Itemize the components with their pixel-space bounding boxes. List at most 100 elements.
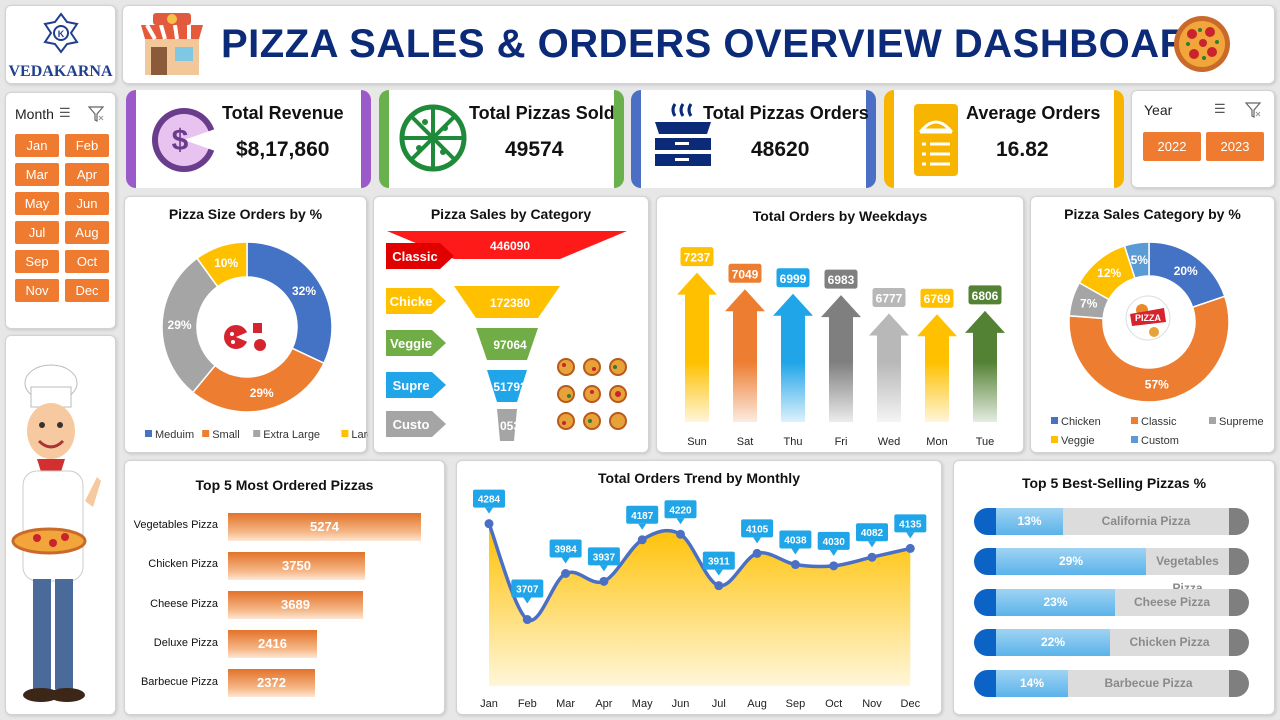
slice-label: 12% bbox=[1097, 266, 1121, 280]
trend-value-box bbox=[626, 505, 659, 524]
legend-label: Extra Large bbox=[263, 429, 320, 441]
trend-axis-label: Sep bbox=[786, 698, 806, 710]
month-slicer: Month ☰ Jan Feb Mar Apr May Jun Jul Aug … bbox=[5, 92, 116, 329]
funnel-category-label: Classic bbox=[392, 249, 438, 264]
arrow-fade bbox=[965, 362, 1005, 422]
legend-label: Custom bbox=[1141, 435, 1179, 447]
arrow-fade bbox=[821, 362, 861, 422]
category-pct-card: Pizza Sales Category by % 20% 57% 7% 12% 5% … bbox=[1030, 196, 1275, 453]
trend-value-label: 4082 bbox=[861, 528, 884, 539]
title-bar: PIZZA SALES & ORDERS OVERVIEW DASHBOARD bbox=[122, 5, 1275, 84]
trend-axis-label: Apr bbox=[595, 698, 612, 710]
trend-value-label: 3984 bbox=[554, 545, 577, 556]
trend-value-label: 3707 bbox=[516, 585, 539, 596]
month-button-sep[interactable]: Sep bbox=[15, 250, 59, 273]
clear-filter-icon[interactable] bbox=[88, 106, 104, 122]
trend-value-box bbox=[702, 551, 735, 570]
month-button-aug[interactable]: Aug bbox=[65, 221, 109, 244]
arrow-fade bbox=[725, 362, 765, 422]
pizza-thumbnails bbox=[557, 358, 627, 430]
best-selling-row: 29% Vegetables Pizza bbox=[974, 548, 1249, 595]
month-button-nov[interactable]: Nov bbox=[15, 279, 59, 302]
slice-label: 32% bbox=[292, 284, 316, 298]
multi-select-icon[interactable]: ☰ bbox=[59, 105, 71, 120]
funnel-segment bbox=[487, 370, 527, 402]
trend-point bbox=[484, 519, 494, 529]
legend-label: Chicken bbox=[1061, 416, 1101, 428]
donut-slice bbox=[1068, 295, 1230, 403]
kpi-average-orders-label: Average Orders bbox=[966, 103, 1101, 123]
month-button-may[interactable]: May bbox=[15, 192, 59, 215]
weekday-value-box bbox=[871, 286, 907, 308]
trend-axis-label: May bbox=[632, 698, 653, 710]
trend-callout-pointer bbox=[676, 518, 685, 525]
legend-label: Small bbox=[212, 429, 240, 441]
logo-card: K VEDAKARNA bbox=[5, 5, 116, 84]
month-button-feb[interactable]: Feb bbox=[65, 134, 109, 157]
page-title: PIZZA SALES & ORDERS OVERVIEW DASHBOARD bbox=[221, 22, 1219, 66]
funnel-category-label: Veggie bbox=[390, 336, 432, 351]
funnel-category-tag bbox=[386, 288, 446, 314]
trend-value-box bbox=[511, 579, 544, 598]
weekday-value-box bbox=[823, 268, 859, 290]
arrow-fade bbox=[917, 362, 957, 422]
weekday-axis-label: Sat bbox=[737, 436, 754, 448]
size-orders-title: Pizza Size Orders by % bbox=[168, 206, 323, 222]
year-clear-filter-icon[interactable] bbox=[1245, 102, 1261, 118]
best-selling-row: 13% California Pizza bbox=[974, 508, 1249, 535]
slice-label: 10% bbox=[214, 256, 238, 270]
trend-point bbox=[522, 615, 532, 625]
best-selling-label: Cheese Pizza bbox=[1133, 595, 1211, 609]
weekday-axis-label: Fri bbox=[835, 436, 848, 448]
kpi-total-revenue-value: $8,17,860 bbox=[236, 138, 330, 161]
weekday-value-box bbox=[727, 262, 763, 284]
funnel-category-label: Custo bbox=[393, 417, 430, 432]
legend-label: Meduim bbox=[155, 429, 194, 441]
month-button-oct[interactable]: Oct bbox=[65, 250, 109, 273]
legend-label: Classic bbox=[1141, 416, 1177, 428]
legend-swatch bbox=[341, 430, 349, 437]
weekday-axis-label: Sun bbox=[687, 436, 707, 448]
year-button-2022[interactable]: 2022 bbox=[1143, 132, 1201, 161]
year-button-2023[interactable]: 2023 bbox=[1206, 132, 1264, 161]
weekday-axis-label: Thu bbox=[784, 436, 803, 448]
year-slicer-label: Year bbox=[1144, 102, 1173, 118]
top-ordered-bar: 3750 bbox=[228, 552, 365, 580]
weekday-value-label: 6806 bbox=[972, 289, 999, 303]
legend-swatch bbox=[1209, 417, 1216, 424]
category-pct-donut-chart: 20% 57% 7% 12% 5% PIZZA Chicken Classic Suprem… bbox=[1051, 241, 1264, 447]
weekday-value-box bbox=[919, 287, 955, 309]
funnel-category-tag bbox=[386, 243, 454, 269]
weekday-value-label: 6777 bbox=[876, 291, 903, 305]
best-selling-fill: 23% bbox=[996, 589, 1115, 616]
trend-callout-pointer bbox=[753, 537, 762, 544]
year-multi-select-icon[interactable]: ☰ bbox=[1214, 101, 1226, 116]
trend-callout-pointer bbox=[791, 548, 800, 555]
month-button-apr[interactable]: Apr bbox=[65, 163, 109, 186]
trend-callout-pointer bbox=[485, 507, 493, 514]
trend-axis-label: Mar bbox=[556, 698, 575, 710]
trend-value-box bbox=[549, 539, 582, 558]
month-button-dec[interactable]: Dec bbox=[65, 279, 109, 302]
trend-value-label: 4105 bbox=[746, 524, 769, 535]
funnel-category-label: Chicke bbox=[390, 294, 433, 309]
best-selling-label: California Pizza bbox=[1101, 514, 1191, 528]
donut-slice bbox=[195, 241, 248, 288]
kpi-total-pizzas-sold-label: Total Pizzas Sold bbox=[469, 103, 615, 123]
pizza-logo-icon: PIZZA bbox=[1125, 295, 1171, 341]
weekday-orders-card: Total Orders by Weekdays 7237 Sun 7049 Sat 6… bbox=[656, 196, 1024, 453]
kpi-average-orders: Average Orders 16.82 bbox=[884, 90, 1124, 188]
weekday-value-label: 6983 bbox=[828, 273, 855, 287]
logo-icon: K bbox=[43, 12, 79, 54]
month-button-mar[interactable]: Mar bbox=[15, 163, 59, 186]
weekday-value-box bbox=[775, 267, 811, 289]
trend-point bbox=[829, 561, 839, 571]
kpi-total-pizzas-orders-value: 48620 bbox=[751, 138, 810, 161]
kpi-total-pizzas-sold: Total Pizzas Sold 49574 bbox=[379, 90, 624, 188]
pizza-slice-icon bbox=[224, 323, 266, 351]
month-button-jun[interactable]: Jun bbox=[65, 192, 109, 215]
month-button-jan[interactable]: Jan bbox=[15, 134, 59, 157]
month-button-jul[interactable]: Jul bbox=[15, 221, 59, 244]
weekday-value-label: 6769 bbox=[924, 292, 951, 306]
kpi-total-pizzas-orders-label: Total Pizzas Orders bbox=[703, 103, 869, 123]
